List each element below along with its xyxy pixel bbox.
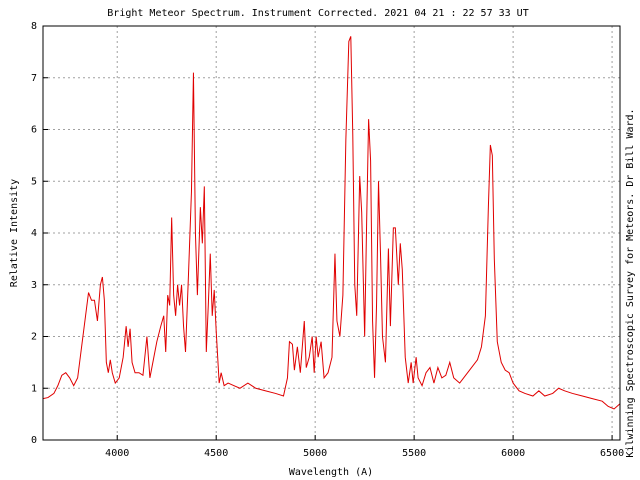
y-tick-label: 8 [31,21,37,32]
x-tick-label: 5000 [303,448,327,459]
y-tick-label: 0 [31,435,37,446]
y-tick-label: 3 [31,280,37,291]
y-tick-label: 4 [31,228,37,239]
y-tick-label: 7 [31,73,37,84]
plot-frame [42,25,621,441]
x-tick-label: 4500 [204,448,228,459]
y-tick-label: 1 [31,383,37,394]
x-tick-label: 5500 [402,448,426,459]
y-axis-label: Relative Intensity [9,179,20,287]
chart-title: Bright Meteor Spectrum. Instrument Corre… [107,8,528,19]
y-tick-label: 5 [31,176,37,187]
spectrum-line [42,36,621,410]
x-axis-label: Wavelength (A) [289,467,373,478]
x-tick-label: 6000 [501,448,525,459]
x-tick-label: 4000 [105,448,129,459]
side-note: Kilwinning Spectroscopic Survey for Mete… [625,108,636,457]
y-tick-label: 6 [31,125,37,136]
y-tick-label: 2 [31,332,37,343]
x-tick-label: 6500 [600,448,624,459]
